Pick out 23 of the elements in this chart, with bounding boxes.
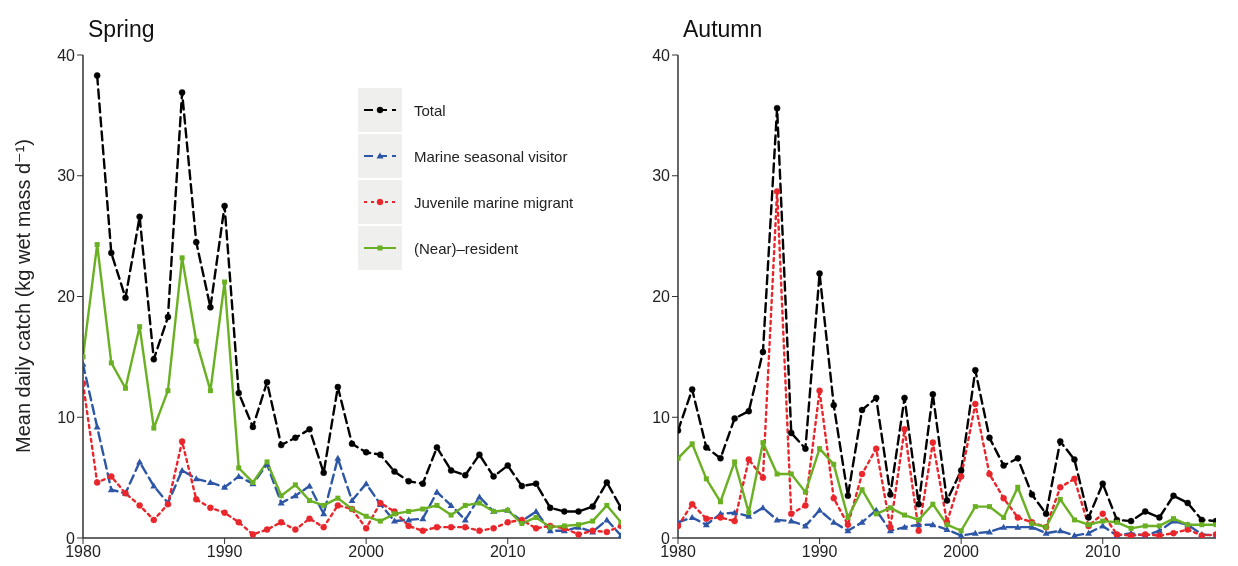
y-tick-label: 10 <box>652 408 671 426</box>
x-tick-label: 1980 <box>660 543 696 561</box>
legend-label: Marine seasonal visitor <box>414 147 568 165</box>
y-tick-label: 40 <box>57 46 76 64</box>
x-tick-label: 1990 <box>801 543 838 561</box>
y-tick-label: 40 <box>652 46 671 64</box>
chart-title: Spring <box>88 16 155 43</box>
x-tick-label: 1980 <box>65 543 101 561</box>
x-tick-label: 2010 <box>489 543 526 561</box>
y-tick-label: 30 <box>57 167 76 185</box>
y-axis-title: Mean daily catch (kg wet mass d⁻¹) <box>11 138 35 453</box>
x-tick-label: 2000 <box>943 543 980 561</box>
legend-label: Juvenile marine migrant <box>414 193 574 211</box>
y-tick-label: 30 <box>652 167 671 185</box>
x-tick-label: 2010 <box>1084 543 1121 561</box>
x-tick-label: 2000 <box>348 543 385 561</box>
y-tick-label: 20 <box>652 288 671 306</box>
legend-label: (Near)–resident <box>414 239 519 257</box>
y-tick-label: 10 <box>57 408 76 426</box>
x-tick-label: 1990 <box>206 543 243 561</box>
chart-title: Autumn <box>683 16 763 43</box>
y-tick-label: 20 <box>57 288 76 306</box>
legend-label: Total <box>414 101 446 119</box>
